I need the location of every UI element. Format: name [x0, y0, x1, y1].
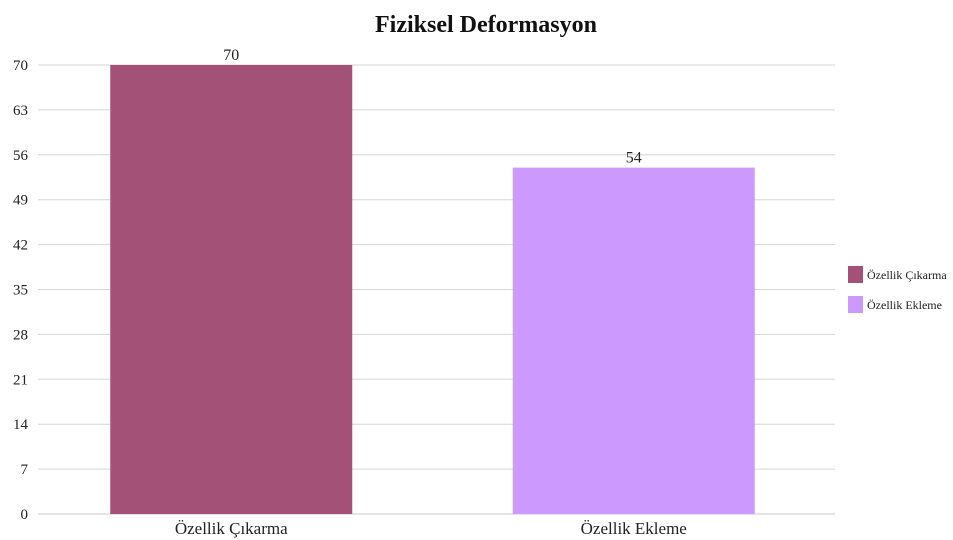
data-label: 54	[626, 150, 642, 167]
y-tick-label: 42	[13, 238, 28, 254]
x-tick-label: Özellik Çıkarma	[175, 519, 288, 538]
y-tick-label: 21	[13, 372, 28, 388]
bars	[110, 65, 755, 514]
y-tick-label: 14	[13, 417, 29, 433]
y-tick-label: 56	[13, 148, 29, 164]
y-tick-label: 35	[13, 283, 28, 299]
legend-swatch	[848, 296, 863, 313]
x-axis-ticks: Özellik Çıkarma Özellik Ekleme	[175, 519, 687, 538]
chart-title: Fiziksel Deformasyon	[375, 12, 597, 38]
legend-swatch	[848, 266, 863, 283]
y-tick-label: 49	[13, 193, 28, 209]
y-tick-label: 70	[13, 58, 28, 74]
legend-label: Özellik Ekleme	[867, 298, 942, 312]
bar	[110, 65, 353, 514]
data-labels: 70 54	[223, 47, 642, 167]
legend-label: Özellik Çıkarma	[867, 268, 947, 282]
y-tick-label: 7	[21, 462, 29, 478]
bar	[512, 167, 755, 514]
x-tick-label: Özellik Ekleme	[581, 519, 687, 538]
y-tick-label: 0	[21, 507, 29, 523]
legend: Özellik Çıkarma Özellik Ekleme	[848, 266, 947, 313]
y-axis-ticks: 0 7 14 21 28 35 42 49 56 63 70	[13, 58, 29, 523]
y-tick-label: 63	[13, 103, 28, 119]
data-label: 70	[223, 47, 239, 64]
y-tick-label: 28	[13, 327, 28, 343]
